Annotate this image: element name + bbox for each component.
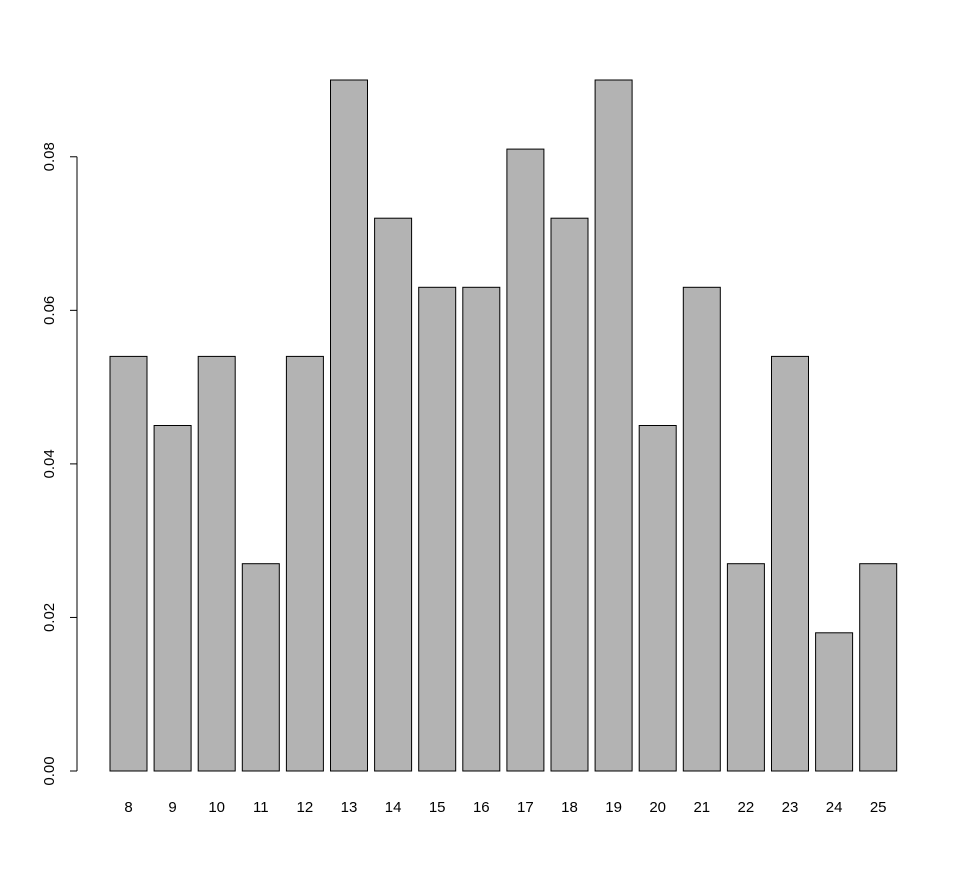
x-tick-label: 21 xyxy=(693,799,710,816)
x-tick-label: 16 xyxy=(473,799,490,816)
x-tick-label: 9 xyxy=(168,799,176,816)
bar xyxy=(682,286,721,772)
y-tick-label: 0.02 xyxy=(41,603,58,632)
x-tick-label: 15 xyxy=(429,799,446,816)
x-tick-label: 19 xyxy=(605,799,622,816)
x-tick-label: 20 xyxy=(649,799,666,816)
bar xyxy=(506,148,545,772)
x-tick-label: 22 xyxy=(738,799,755,816)
bar xyxy=(550,217,589,772)
y-tick-label: 0.04 xyxy=(41,449,58,478)
bar xyxy=(330,79,368,772)
bar xyxy=(418,286,457,772)
bar xyxy=(153,425,192,772)
x-tick-label: 17 xyxy=(517,799,534,816)
bar xyxy=(462,286,501,772)
y-tick-label: 0.00 xyxy=(41,756,58,785)
bar xyxy=(726,563,765,772)
bar xyxy=(815,632,854,772)
x-tick-label: 12 xyxy=(297,799,314,816)
bar xyxy=(285,355,324,772)
y-tick-label: 0.06 xyxy=(41,296,58,325)
x-tick-label: 8 xyxy=(124,799,132,816)
bar xyxy=(109,355,148,772)
bar xyxy=(241,563,280,772)
bar xyxy=(594,79,633,772)
x-tick-label: 14 xyxy=(385,799,402,816)
x-tick-label: 13 xyxy=(341,799,358,816)
bar xyxy=(859,563,898,772)
bar xyxy=(374,217,413,772)
x-tick-label: 11 xyxy=(253,799,269,816)
x-tick-label: 24 xyxy=(826,799,843,816)
y-tick-label: 0.08 xyxy=(41,142,58,171)
bar xyxy=(771,355,809,772)
x-tick-label: 25 xyxy=(870,799,887,816)
x-tick-label: 10 xyxy=(208,799,225,816)
x-tick-label: 18 xyxy=(561,799,578,816)
bar xyxy=(197,355,236,772)
bar xyxy=(638,425,677,772)
x-tick-label: 23 xyxy=(782,799,799,816)
